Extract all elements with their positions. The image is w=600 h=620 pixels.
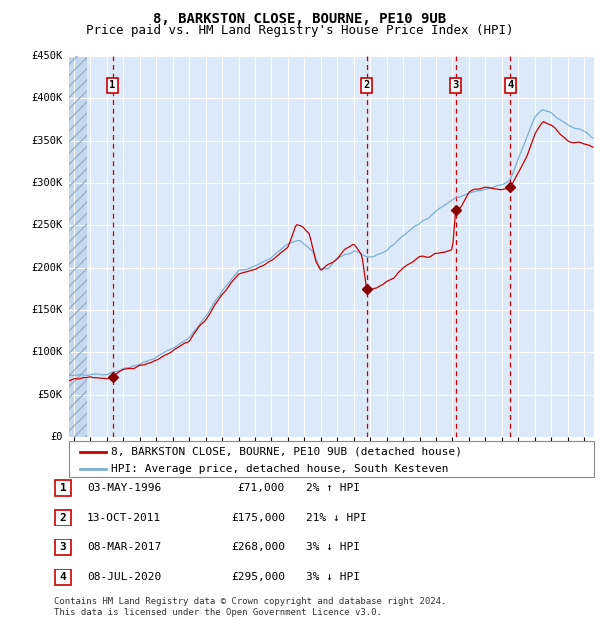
Text: £450K: £450K <box>31 51 63 61</box>
Text: 03-MAY-1996: 03-MAY-1996 <box>87 483 161 493</box>
Text: £100K: £100K <box>31 347 63 357</box>
Text: 4: 4 <box>59 572 67 582</box>
Text: £175,000: £175,000 <box>231 513 285 523</box>
Text: £250K: £250K <box>31 220 63 230</box>
Text: £400K: £400K <box>31 93 63 103</box>
Text: 3% ↓ HPI: 3% ↓ HPI <box>306 542 360 552</box>
Text: £150K: £150K <box>31 305 63 315</box>
Text: HPI: Average price, detached house, South Kesteven: HPI: Average price, detached house, Sout… <box>111 464 449 474</box>
Text: £300K: £300K <box>31 178 63 188</box>
Text: £200K: £200K <box>31 263 63 273</box>
Text: £350K: £350K <box>31 136 63 146</box>
Text: £71,000: £71,000 <box>238 483 285 493</box>
Text: 1: 1 <box>109 81 116 91</box>
Text: 08-MAR-2017: 08-MAR-2017 <box>87 542 161 552</box>
Text: £50K: £50K <box>38 390 63 400</box>
Text: £0: £0 <box>50 432 63 442</box>
Text: 3: 3 <box>452 81 459 91</box>
Text: 8, BARKSTON CLOSE, BOURNE, PE10 9UB (detached house): 8, BARKSTON CLOSE, BOURNE, PE10 9UB (det… <box>111 446 462 456</box>
Text: £295,000: £295,000 <box>231 572 285 582</box>
Text: 08-JUL-2020: 08-JUL-2020 <box>87 572 161 582</box>
Text: 2% ↑ HPI: 2% ↑ HPI <box>306 483 360 493</box>
Text: Price paid vs. HM Land Registry's House Price Index (HPI): Price paid vs. HM Land Registry's House … <box>86 24 514 37</box>
Text: 8, BARKSTON CLOSE, BOURNE, PE10 9UB: 8, BARKSTON CLOSE, BOURNE, PE10 9UB <box>154 12 446 27</box>
Text: £268,000: £268,000 <box>231 542 285 552</box>
Text: 13-OCT-2011: 13-OCT-2011 <box>87 513 161 523</box>
Text: Contains HM Land Registry data © Crown copyright and database right 2024.
This d: Contains HM Land Registry data © Crown c… <box>54 598 446 617</box>
Text: 1: 1 <box>59 483 67 493</box>
Text: 3: 3 <box>59 542 67 552</box>
Text: 3% ↓ HPI: 3% ↓ HPI <box>306 572 360 582</box>
Text: 2: 2 <box>59 513 67 523</box>
Text: 4: 4 <box>507 81 514 91</box>
Text: 2: 2 <box>364 81 370 91</box>
Text: 21% ↓ HPI: 21% ↓ HPI <box>306 513 367 523</box>
